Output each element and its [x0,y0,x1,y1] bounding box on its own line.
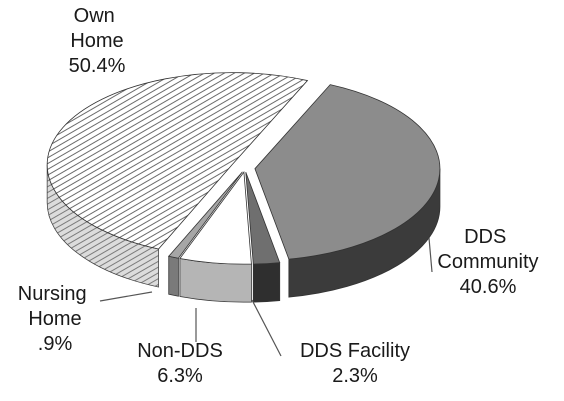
value-label: 50.4% [69,55,126,77]
category-label: Non-DDS [137,340,223,362]
value-label: .9% [38,333,73,355]
label-line: Home [70,30,123,52]
category-label: Nursing Home [18,283,92,330]
label-line: Non-DDS [137,340,223,362]
labels: DDS Community 40.6% DDS Facility 2.3% Non-DD… [18,5,539,387]
slice [245,172,281,265]
value-label: 40.6% [460,276,517,298]
value-label: 2.3% [332,365,378,387]
slice-side [179,257,252,303]
label-line: DDS Facility [300,340,410,362]
label-line: Home [28,308,81,330]
label-line: Own [74,5,121,27]
category-label: Own Home [70,5,123,52]
value-label: 6.3% [157,365,203,387]
slice-side-shade [47,164,159,288]
slice [179,171,252,265]
label-line: DDS [464,226,512,248]
slice-side [252,262,281,303]
label-line: Community [437,251,538,273]
leader-line [428,237,433,273]
leader-line [99,291,153,302]
slice [46,72,309,250]
slice [254,84,441,260]
slice-side [168,255,179,297]
category-label: DDS Community [437,226,538,273]
pie [46,72,441,303]
category-label: DDS Facility [300,340,410,362]
leader-line [251,299,282,357]
label-line: Nursing [18,283,92,305]
slice [167,171,243,259]
